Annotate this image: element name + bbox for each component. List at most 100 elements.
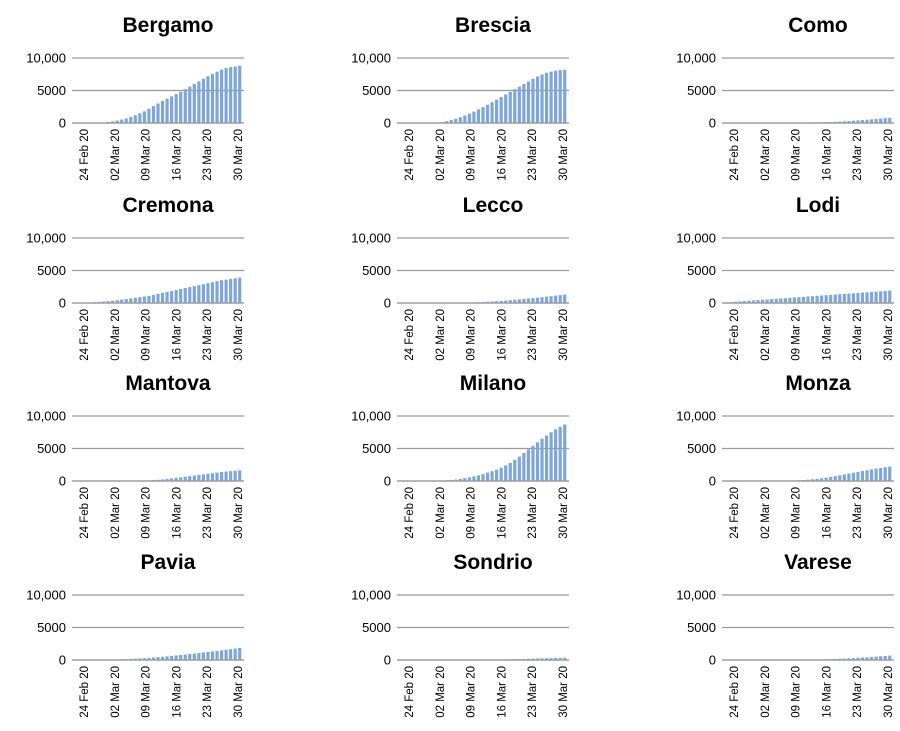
bar — [549, 296, 553, 303]
bar — [865, 470, 869, 481]
bar — [183, 89, 187, 123]
bar — [815, 295, 819, 303]
x-tick-label: 09 Mar 20 — [466, 129, 478, 181]
bar — [201, 474, 205, 481]
bar — [219, 280, 224, 303]
bar — [147, 657, 151, 660]
bar — [888, 290, 892, 303]
bar — [124, 299, 128, 303]
bar — [824, 295, 828, 303]
bar — [445, 121, 449, 123]
bar — [215, 472, 219, 481]
bar — [472, 111, 476, 123]
bar — [517, 299, 521, 303]
bar — [174, 290, 178, 303]
x-tick-label: 09 Mar 20 — [791, 666, 803, 718]
bar — [133, 297, 137, 303]
bar — [165, 478, 169, 481]
x-tick-label: 02 Mar 20 — [435, 487, 447, 539]
chart-svg: Pavia 10,000 5000 0 24 Feb 20 02 Mar 20 09 Mar… — [26, 551, 245, 718]
bar — [179, 477, 183, 481]
bar — [851, 472, 855, 481]
y-tick-label: 0 — [709, 296, 716, 311]
x-tick-label: 02 Mar 20 — [110, 129, 122, 181]
bar — [179, 654, 183, 660]
bar — [206, 76, 210, 123]
bar — [847, 473, 851, 481]
bar — [860, 471, 865, 481]
x-tick-label: 30 Mar 20 — [233, 666, 245, 718]
bar — [174, 477, 178, 481]
bar — [165, 98, 169, 123]
chart-svg: Cremona 10,000 5000 0 24 Feb 20 02 Mar 20 09 M… — [26, 194, 245, 361]
y-tick-label: 0 — [384, 653, 391, 668]
bar — [467, 113, 471, 123]
bar — [129, 298, 133, 303]
x-tick-label: 24 Feb 20 — [79, 129, 91, 181]
bar — [160, 100, 165, 123]
bar — [504, 300, 508, 303]
bar — [879, 467, 883, 481]
y-tick-label: 0 — [59, 116, 66, 131]
bar — [810, 479, 815, 481]
bar — [495, 301, 499, 303]
bar — [838, 475, 842, 481]
chart-panel-brescia: Brescia 10,000 5000 0 24 Feb 20 02 Mar 20 09 M… — [325, 0, 625, 182]
x-tick-label: 09 Mar 20 — [141, 487, 153, 539]
bar — [490, 301, 494, 303]
x-tick-label: 24 Feb 20 — [729, 129, 741, 181]
y-tick-label: 0 — [59, 296, 66, 311]
bar — [833, 476, 837, 481]
bar — [463, 478, 467, 481]
x-tick-label: 30 Mar 20 — [883, 309, 895, 361]
bar — [490, 471, 494, 481]
bar — [856, 657, 860, 660]
bar — [856, 292, 860, 303]
bar — [531, 445, 535, 481]
bar — [224, 649, 228, 660]
x-tick-label: 09 Mar 20 — [791, 129, 803, 181]
bar — [233, 470, 237, 481]
bar — [206, 283, 210, 303]
bar — [499, 300, 503, 303]
bar — [101, 301, 106, 303]
x-tick-label: 24 Feb 20 — [79, 309, 91, 361]
bar — [197, 81, 201, 123]
bar — [215, 650, 219, 660]
chart-panel-varese: Varese 10,000 5000 0 24 Feb 20 02 Mar 20 09 Ma… — [650, 537, 900, 719]
chart-svg: Brescia 10,000 5000 0 24 Feb 20 02 Mar 20 09 M… — [351, 14, 570, 181]
bar — [485, 472, 490, 481]
bar — [197, 285, 201, 303]
bar — [160, 479, 165, 481]
bar — [111, 121, 115, 123]
x-tick-label: 02 Mar 20 — [435, 309, 447, 361]
x-tick-label: 02 Mar 20 — [760, 666, 772, 718]
bar — [874, 291, 878, 303]
bar — [517, 456, 521, 481]
bar — [874, 656, 878, 660]
x-tick-label: 09 Mar 20 — [141, 666, 153, 718]
bar — [201, 284, 205, 303]
y-tick-label: 5000 — [362, 83, 391, 98]
chart-title: Milano — [460, 372, 527, 395]
bar — [888, 117, 892, 123]
bar — [842, 293, 846, 303]
y-tick-label: 10,000 — [351, 51, 391, 66]
bar — [810, 296, 815, 303]
chart-panel-pavia: Pavia 10,000 5000 0 24 Feb 20 02 Mar 20 09 Mar… — [0, 537, 300, 719]
x-tick-label: 09 Mar 20 — [141, 309, 153, 361]
bar — [219, 472, 224, 481]
bar — [554, 70, 558, 123]
bar — [183, 288, 187, 303]
y-tick-label: 10,000 — [676, 51, 716, 66]
bar — [508, 300, 512, 303]
chart-panel-milano: Milano 10,000 5000 0 24 Feb 20 02 Mar 20 09 Ma… — [325, 358, 625, 540]
bar — [206, 651, 210, 660]
bar — [201, 78, 205, 123]
bar — [179, 91, 183, 123]
y-tick-label: 10,000 — [351, 409, 391, 424]
bar — [508, 462, 512, 481]
x-tick-label: 23 Mar 20 — [202, 129, 214, 181]
bar — [820, 295, 824, 303]
bar — [783, 298, 787, 303]
